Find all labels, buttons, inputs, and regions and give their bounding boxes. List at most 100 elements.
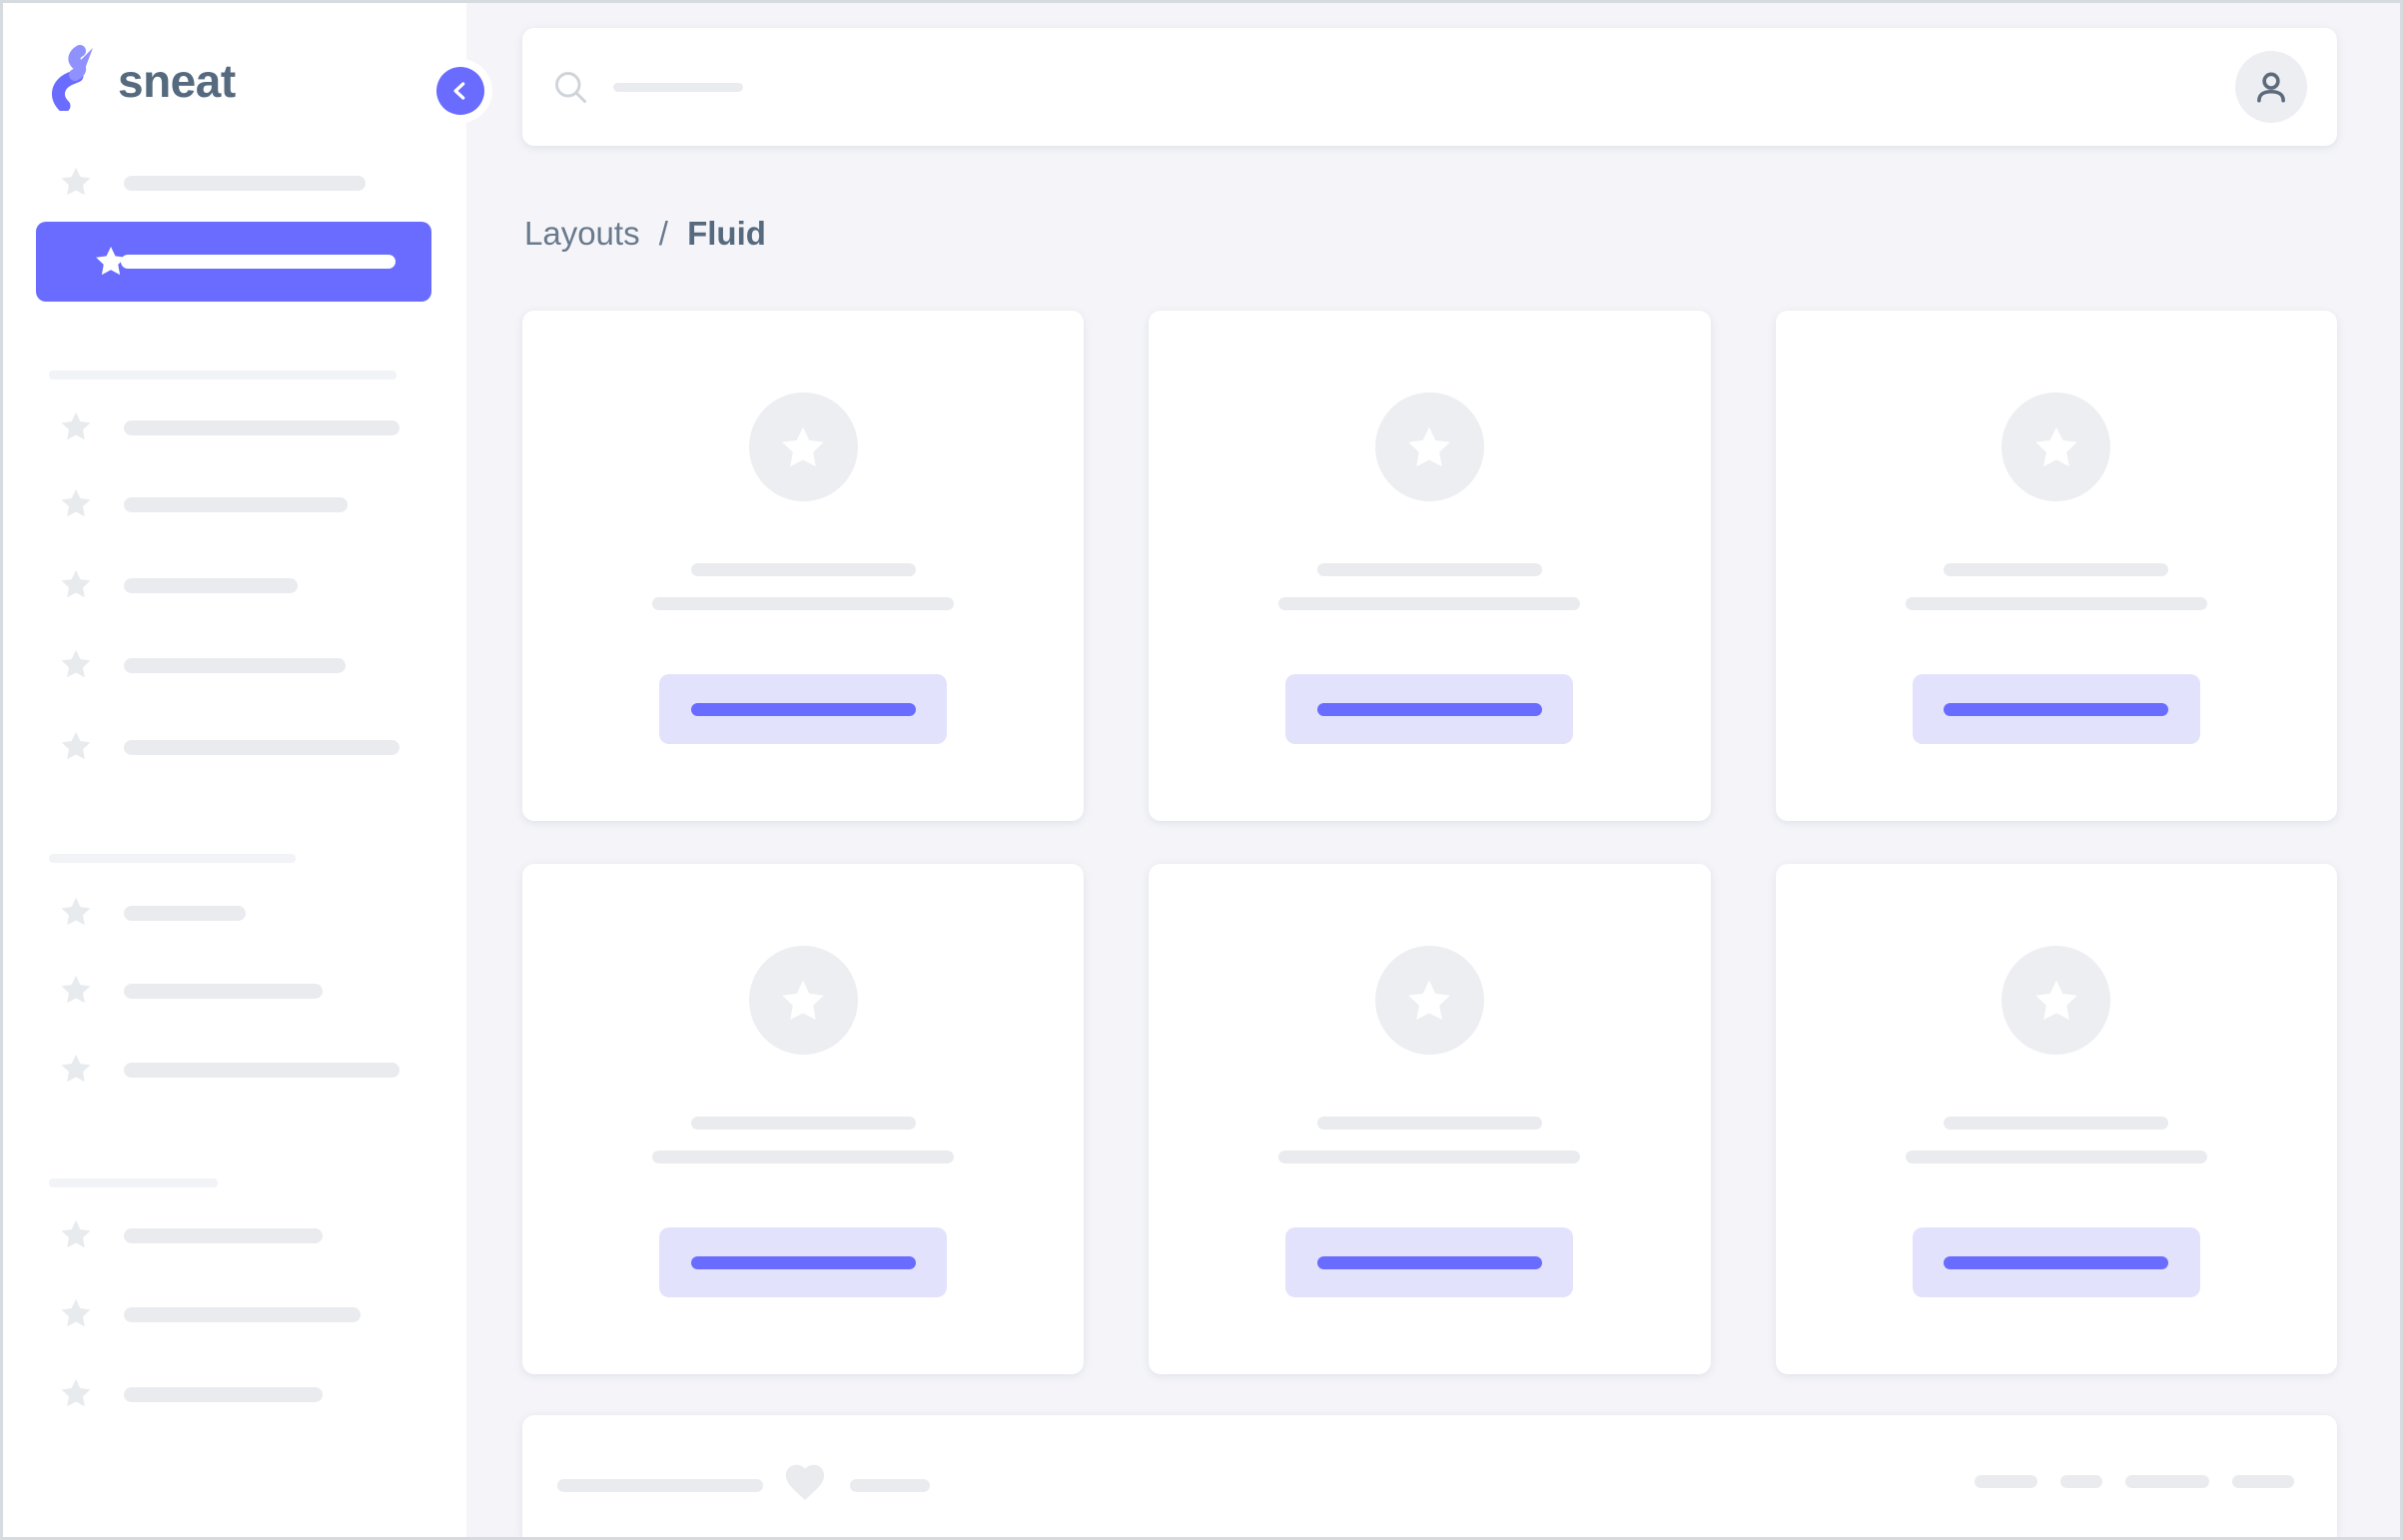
card-action-button[interactable] — [1285, 674, 1574, 744]
layout-demo-card — [1149, 864, 1711, 1374]
heart-icon — [785, 1464, 825, 1500]
text-placeholder — [124, 497, 348, 512]
sidebar-item[interactable] — [3, 565, 466, 605]
app-title: sneat — [118, 54, 236, 107]
text-placeholder — [1316, 1117, 1542, 1130]
star-icon — [782, 426, 824, 466]
search-icon — [555, 72, 587, 104]
sidebar-item[interactable] — [3, 1050, 466, 1090]
star-icon — [61, 1378, 91, 1407]
text-placeholder — [124, 658, 346, 673]
search-placeholder-bar — [613, 82, 743, 92]
chevron-left-icon — [436, 67, 484, 115]
star-icon — [61, 1298, 91, 1327]
star-icon — [2035, 980, 2077, 1020]
main-content: Layouts / Fluid — [466, 3, 2400, 1537]
star-icon — [61, 649, 91, 678]
card-avatar — [1374, 946, 1484, 1055]
text-placeholder — [124, 906, 246, 921]
layout-demo-card — [522, 864, 1085, 1374]
sidebar-section-divider — [49, 1178, 218, 1187]
sneat-logo-icon — [50, 45, 96, 116]
card-action-button[interactable] — [1912, 674, 2200, 744]
button-label-placeholder — [1316, 702, 1542, 716]
star-icon — [61, 488, 91, 517]
text-placeholder — [1316, 563, 1542, 576]
sidebar-item[interactable] — [3, 727, 466, 767]
sidebar-item-active[interactable] — [36, 222, 431, 302]
footer-link-placeholder — [1975, 1475, 2037, 1488]
footer-link-placeholder — [2232, 1475, 2294, 1488]
sidebar-collapse-button[interactable] — [428, 59, 492, 123]
text-placeholder — [1944, 563, 2169, 576]
star-icon — [782, 980, 824, 1020]
sidebar: sneat — [3, 3, 466, 1537]
cards-grid — [522, 311, 2337, 1374]
text-placeholder — [124, 740, 400, 755]
breadcrumb: Layouts / Fluid — [524, 215, 766, 253]
breadcrumb-current-fluid: Fluid — [687, 215, 766, 252]
user-icon — [2257, 72, 2285, 103]
card-avatar — [748, 946, 858, 1055]
card-action-button[interactable] — [1285, 1227, 1574, 1297]
text-placeholder — [124, 1063, 400, 1078]
button-label-placeholder — [1944, 1255, 2169, 1269]
sidebar-item[interactable] — [3, 893, 466, 933]
button-label-placeholder — [1944, 702, 2169, 716]
text-placeholder — [557, 1479, 763, 1492]
card-action-button[interactable] — [659, 1227, 948, 1297]
text-placeholder — [850, 1479, 930, 1492]
text-placeholder — [121, 255, 396, 269]
text-placeholder — [690, 563, 916, 576]
button-label-placeholder — [1316, 1255, 1542, 1269]
sidebar-item[interactable] — [3, 971, 466, 1011]
card-action-button[interactable] — [659, 674, 948, 744]
layout-demo-card — [1775, 864, 2337, 1374]
sidebar-section-divider — [49, 371, 397, 380]
sidebar-item[interactable] — [3, 1215, 466, 1255]
sidebar-item[interactable] — [3, 1374, 466, 1414]
star-icon — [61, 411, 91, 440]
card-avatar — [2002, 946, 2111, 1055]
breadcrumb-link-layouts[interactable]: Layouts — [524, 215, 640, 252]
search-input[interactable] — [522, 28, 2235, 146]
star-icon — [2035, 426, 2077, 466]
text-placeholder — [124, 176, 366, 191]
star-icon — [61, 569, 91, 598]
sidebar-item[interactable] — [3, 484, 466, 524]
text-placeholder — [124, 984, 323, 999]
top-navbar — [522, 28, 2337, 146]
text-placeholder — [652, 1151, 955, 1163]
star-icon — [1408, 426, 1451, 466]
text-placeholder — [124, 420, 400, 435]
star-icon — [61, 731, 91, 760]
sidebar-item[interactable] — [3, 163, 466, 203]
text-placeholder — [1278, 1151, 1581, 1163]
card-action-button[interactable] — [1912, 1227, 2200, 1297]
card-avatar — [2002, 392, 2111, 501]
text-placeholder — [1944, 1117, 2169, 1130]
text-placeholder — [124, 1307, 361, 1322]
logo[interactable]: sneat — [50, 45, 236, 116]
star-icon — [61, 1219, 91, 1248]
sidebar-section-divider — [49, 854, 296, 863]
card-avatar — [748, 392, 858, 501]
sidebar-item[interactable] — [3, 645, 466, 685]
layout-demo-card — [1775, 311, 2337, 821]
layout-demo-card — [522, 311, 1085, 821]
star-icon — [61, 897, 91, 926]
text-placeholder — [124, 1387, 323, 1402]
user-menu-button[interactable] — [2235, 51, 2307, 123]
text-placeholder — [652, 597, 955, 610]
sidebar-item[interactable] — [3, 407, 466, 447]
star-icon — [61, 1054, 91, 1083]
text-placeholder — [124, 578, 298, 593]
footer-link-placeholder — [2125, 1475, 2209, 1488]
text-placeholder — [124, 1228, 323, 1243]
text-placeholder — [1905, 597, 2207, 610]
text-placeholder — [690, 1117, 916, 1130]
footer-link-placeholder — [2060, 1475, 2102, 1488]
sidebar-item[interactable] — [3, 1294, 466, 1334]
text-placeholder — [1905, 1151, 2207, 1163]
